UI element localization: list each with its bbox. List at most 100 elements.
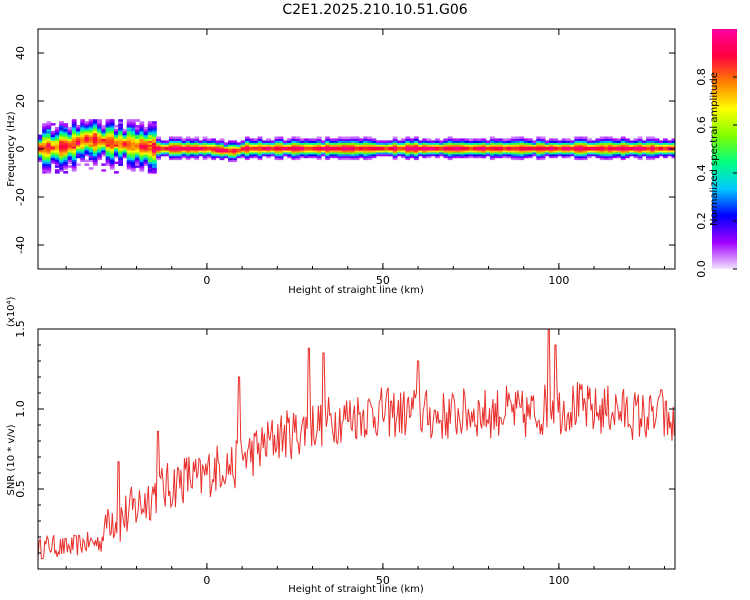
heatmap-cell [523,155,529,159]
heatmap-cell [574,148,580,151]
heatmap-cell [92,151,98,155]
heatmap-cell [80,151,85,155]
heatmap-cell [451,155,457,159]
heatmap-cell [105,155,111,159]
heatmap-cell [418,146,423,149]
heatmap-cell [109,132,115,136]
heatmap-cell [544,146,550,149]
heatmap-cell [126,167,132,170]
heatmap-cell [329,146,335,149]
heatmap-cell [291,151,297,155]
heatmap-cell [156,146,161,149]
heatmap-cell [354,151,360,155]
heatmap-cell [152,144,157,147]
heatmap-cell [173,146,178,149]
heatmap-cell [253,140,259,143]
heatmap-cell [152,132,157,136]
heatmap-cell [599,151,605,155]
heatmap-cell [118,163,123,166]
heatmap-cell [101,142,107,145]
heatmap-cell [506,138,512,141]
heatmap-cell [109,119,115,122]
heatmap-cell [135,155,140,159]
heatmap-cell [185,140,191,143]
heatmap-cell [211,150,216,153]
heatmap-cell [80,155,85,159]
heatmap-cell [426,144,432,147]
heatmap-cell [147,123,153,126]
heatmap-cell [527,138,533,141]
heatmap-cell [325,151,330,155]
heatmap-cell [460,142,466,145]
heatmap-cell [363,155,368,159]
heatmap-cell [671,155,675,159]
heatmap-cell [641,148,647,151]
heatmap-cell [261,142,267,145]
heatmap-cell [337,153,343,157]
heatmap-cell [494,140,499,143]
heatmap-cell [481,146,487,149]
heatmap-cell [71,161,77,164]
heatmap-cell [468,144,474,147]
heatmap-cell [143,134,149,138]
heatmap-cell [380,146,385,149]
heatmap-cell [616,144,622,147]
heatmap-cell [54,140,60,143]
heatmap-cell [185,138,191,141]
heatmap-cell [620,150,626,153]
heatmap-cell [228,155,233,159]
heatmap-cell [88,126,94,130]
heatmap-cell [215,144,221,147]
heatmap-cell [114,140,119,143]
heatmap-cell [367,151,373,155]
heatmap-cell [654,153,660,157]
heatmap-cell [578,151,584,155]
heatmap-cell [451,148,457,151]
heatmap-cell [371,142,377,145]
heatmap-cell [553,144,558,147]
heatmap-cell [122,153,128,157]
heatmap-cell [375,142,381,145]
heatmap-cell [506,140,512,143]
heatmap-cell [118,136,123,139]
heatmap-cell [42,169,47,172]
heatmap-cell [485,151,491,155]
heatmap-cell [553,140,558,143]
heatmap-cell [266,138,271,141]
heatmap-cell [278,151,284,155]
heatmap-cell [561,142,567,145]
heatmap-cell [152,169,157,172]
heatmap-cell [101,150,107,153]
heatmap-cell [244,155,250,159]
heatmap-cell [67,134,73,138]
heatmap-cell [578,142,584,145]
heatmap-cell [202,146,208,149]
heatmap-cell [126,159,132,163]
heatmap-cell [464,153,470,157]
heatmap-cell [42,136,47,139]
heatmap-cell [147,138,153,141]
heatmap-cell [620,142,626,145]
heatmap-cell [540,153,546,157]
heatmap-cell [156,151,161,155]
heatmap-cell [92,144,98,147]
heatmap-cell [139,163,145,166]
heatmap-cell [574,144,580,147]
heatmap-cell [257,136,263,139]
heatmap-cell [299,150,305,153]
heatmap-cell [80,123,85,126]
heatmap-cell [274,138,280,141]
colorbar-label: Normalized spectral amplitude [709,72,720,226]
heatmap-cell [282,150,288,153]
heatmap-cell [168,146,174,149]
heatmap-cell [637,140,643,143]
heatmap-cell [587,153,592,157]
heatmap-cell [477,151,482,155]
heatmap-cell [405,146,411,149]
heatmap-cell [308,146,314,149]
heatmap-cell [168,157,174,161]
heatmap-cell [329,151,335,155]
heatmap-cell [506,153,512,157]
heatmap-cell [219,151,225,155]
